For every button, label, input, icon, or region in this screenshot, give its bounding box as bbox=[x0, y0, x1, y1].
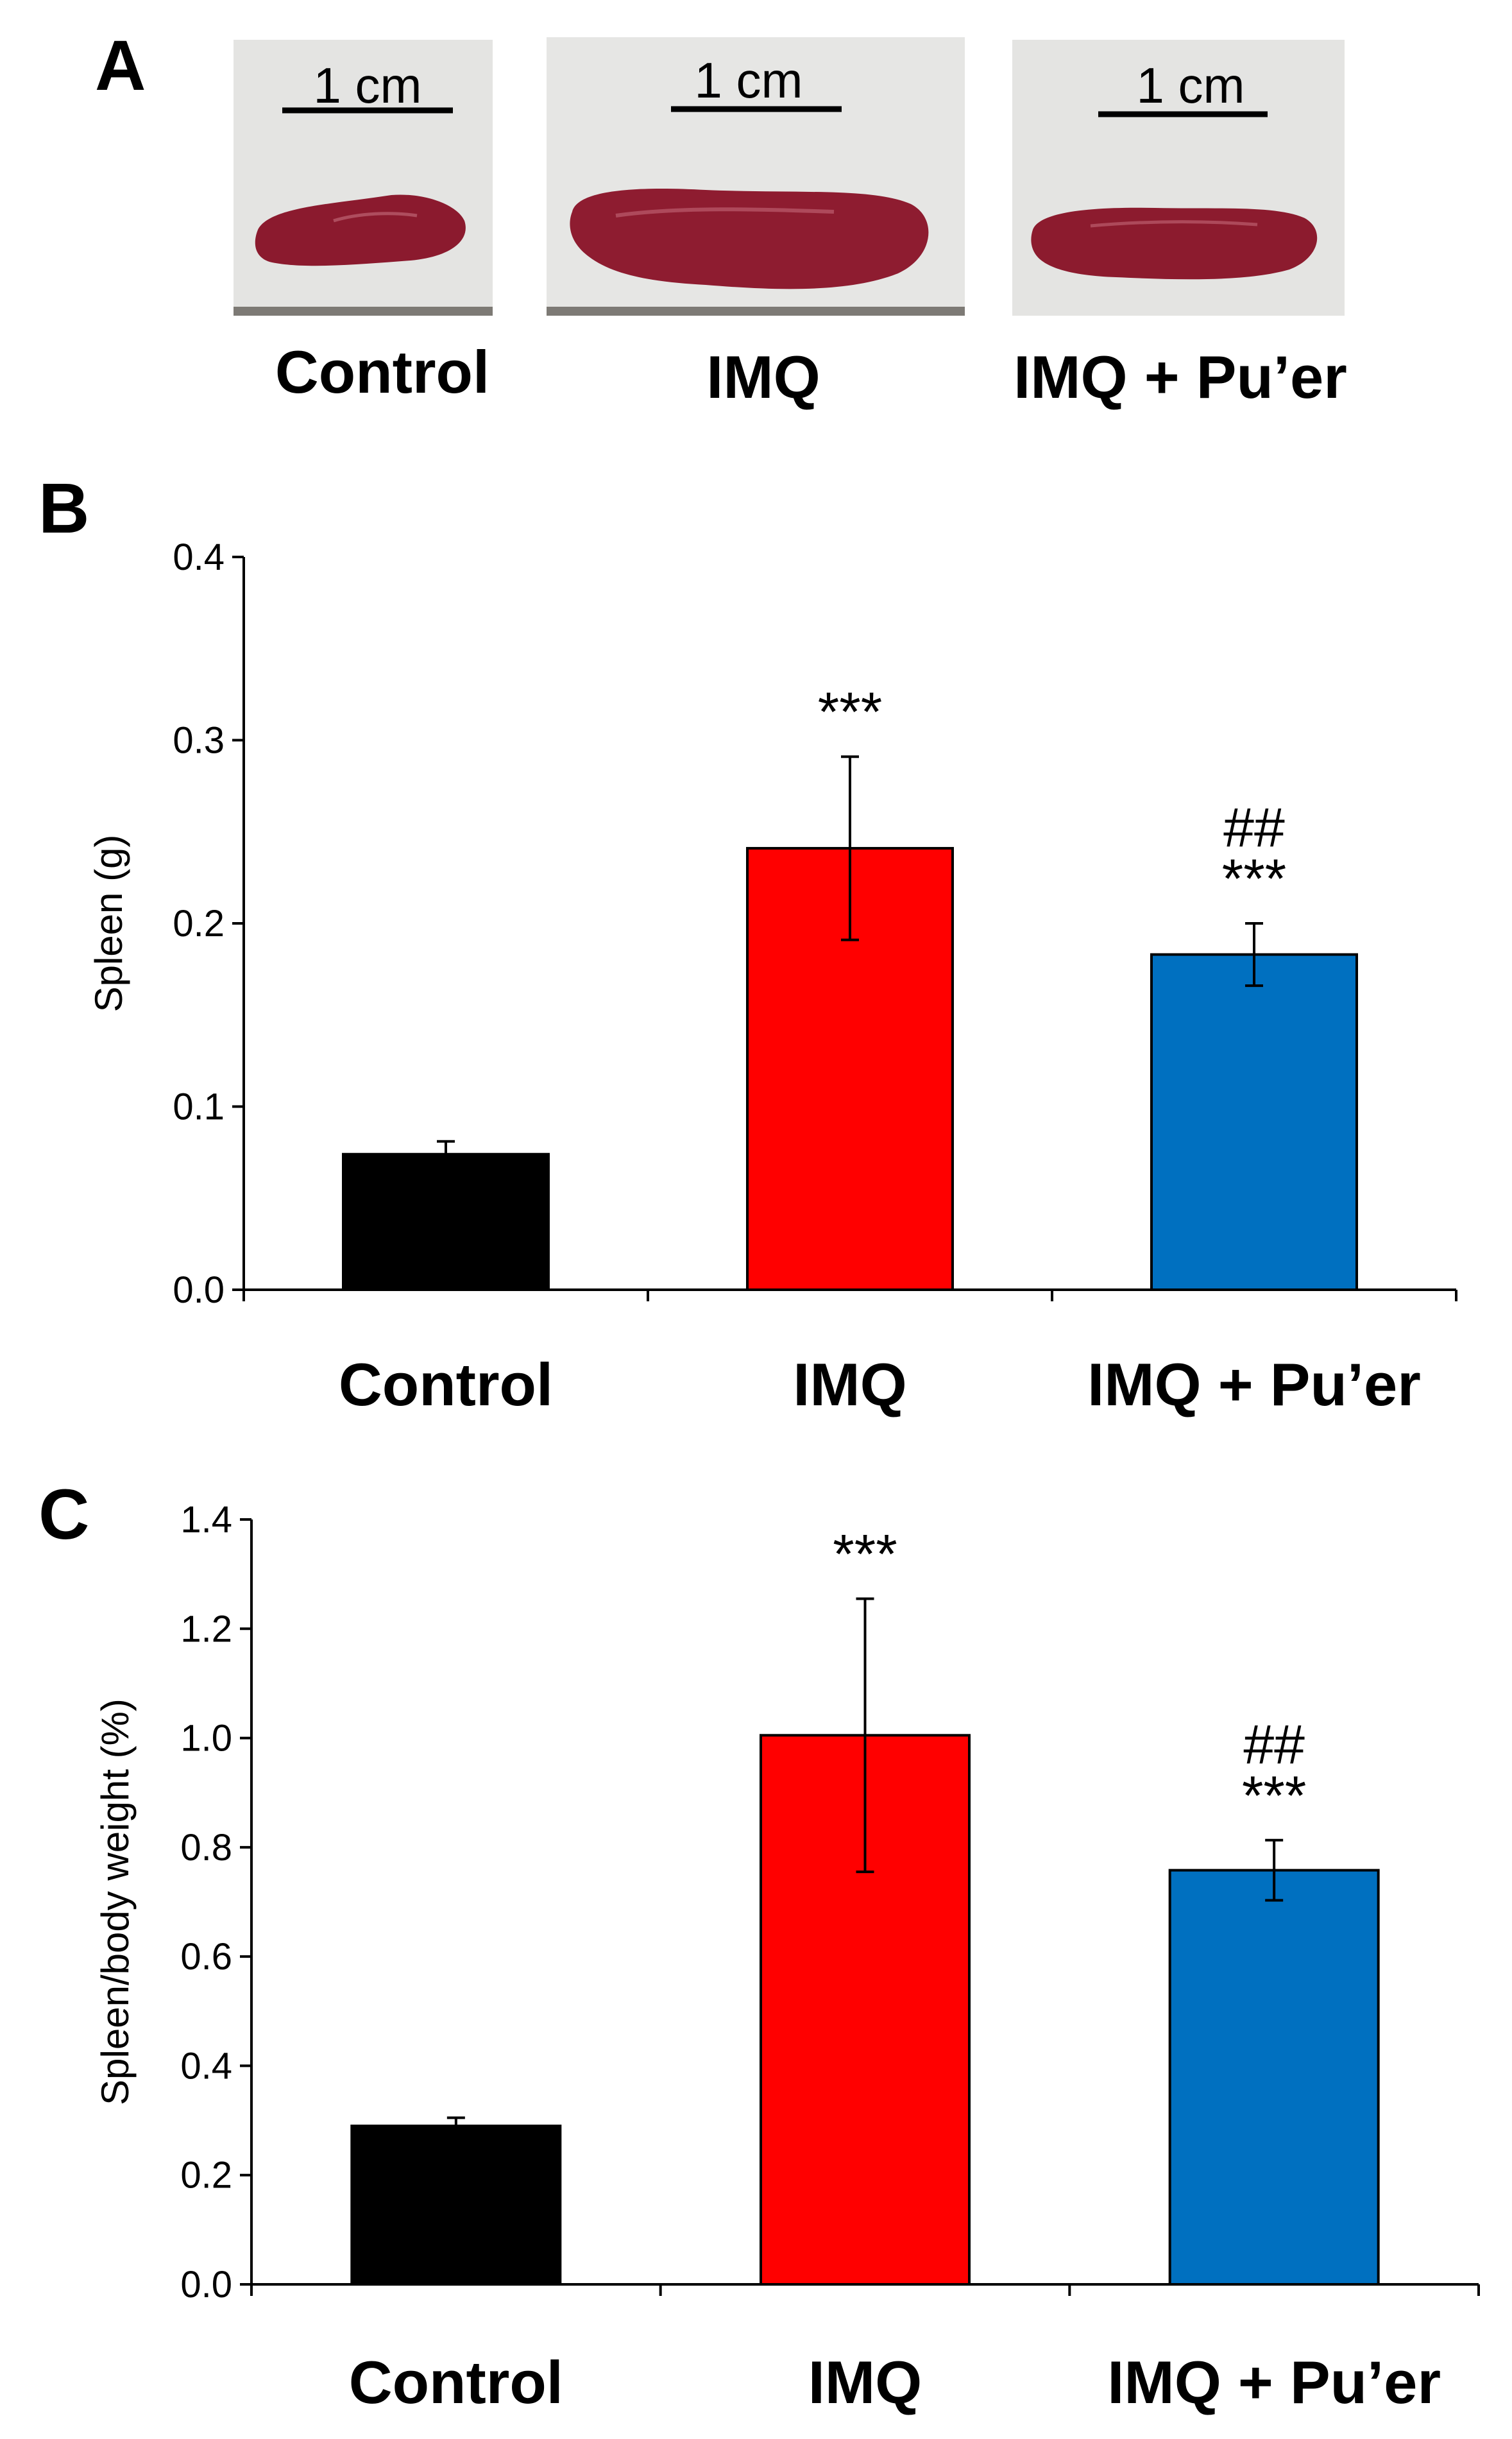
y-tick-label-c: 1.4 bbox=[180, 1499, 232, 1541]
spleen-imq-puer bbox=[1031, 207, 1318, 280]
chart-spleen-body-ratio: 0.0 0.2 0.4 0.6 0.8 1.0 1.2 1.4 Spleen/body weig… bbox=[94, 1499, 1480, 2416]
photo-label-imq: IMQ bbox=[706, 343, 820, 411]
photo-control-background bbox=[234, 40, 493, 316]
scale-bar-label-control: 1 cm bbox=[313, 57, 421, 114]
category-label-c-3: IMQ + Pu’er bbox=[1107, 2349, 1441, 2416]
y-tick-label-c: 1.2 bbox=[180, 1608, 232, 1650]
y-tick-label-b: 0.4 bbox=[173, 536, 225, 578]
y-tick-label-b: 0.2 bbox=[173, 903, 225, 945]
y-tick-label-b: 0.0 bbox=[173, 1269, 225, 1311]
photo-imq: 1 cm bbox=[547, 37, 965, 316]
significance-marker-b: *** bbox=[818, 681, 882, 743]
y-axis-title-c: Spleen/body weight (%) bbox=[94, 1699, 137, 2105]
y-tick-label-b: 0.3 bbox=[173, 720, 225, 762]
category-label-c-2: IMQ bbox=[808, 2349, 922, 2416]
y-tick-label-c: 1.0 bbox=[180, 1718, 232, 1759]
chart-spleen-weight: 0.0 0.1 0.2 0.3 0.4 Spleen (g) Control IMQ IMQ +… bbox=[87, 536, 1457, 1418]
photo-control: 1 cm bbox=[234, 40, 493, 316]
photo-label-control: Control bbox=[275, 338, 489, 406]
y-tick-label-c: 0.8 bbox=[180, 1827, 232, 1869]
spleen-control-sheen bbox=[333, 212, 418, 223]
y-tick-label-c: 0.6 bbox=[180, 1936, 232, 1978]
scale-bar-label-imq: 1 cm bbox=[694, 52, 803, 108]
y-axis-title-b: Spleen (g) bbox=[87, 835, 130, 1013]
bar-b-3 bbox=[1150, 953, 1358, 1292]
panel-b-letter: B bbox=[38, 469, 89, 548]
significance-marker-b: *** bbox=[1222, 848, 1286, 910]
photo-imq-base-strip bbox=[547, 307, 965, 316]
category-label-c-1: Control bbox=[349, 2349, 563, 2416]
spleen-imq-puer-sheen bbox=[1090, 220, 1258, 228]
significance-marker-c: *** bbox=[833, 1523, 897, 1585]
panel-c-letter: C bbox=[38, 1475, 89, 1554]
category-label-b-1: Control bbox=[339, 1351, 553, 1418]
y-tick-label-c: 0.2 bbox=[180, 2155, 232, 2196]
bar-c-1 bbox=[350, 2125, 562, 2286]
panel-a-letter: A bbox=[95, 26, 146, 105]
y-tick-label-c: 0.0 bbox=[180, 2264, 232, 2306]
spleen-imq bbox=[570, 188, 929, 289]
category-label-b-3: IMQ + Pu’er bbox=[1087, 1351, 1421, 1418]
spleen-imq-sheen bbox=[615, 207, 835, 218]
bar-b-1 bbox=[342, 1152, 550, 1291]
photo-control-base-strip bbox=[234, 307, 493, 316]
photo-label-imq-puer: IMQ + Pu’er bbox=[1014, 343, 1347, 411]
photo-imq-puer: 1 cm bbox=[1012, 40, 1345, 316]
bar-c-3 bbox=[1168, 1869, 1380, 2286]
significance-marker-c: ## bbox=[1243, 1714, 1305, 1776]
significance-marker-b: ## bbox=[1223, 797, 1285, 859]
category-label-b-2: IMQ bbox=[793, 1351, 907, 1418]
scale-bar-label-imq-puer: 1 cm bbox=[1136, 57, 1244, 114]
significance-marker-c: *** bbox=[1242, 1765, 1306, 1827]
y-tick-label-c: 0.4 bbox=[180, 2045, 232, 2087]
spleen-control bbox=[255, 194, 466, 266]
y-tick-label-b: 0.1 bbox=[173, 1086, 225, 1128]
